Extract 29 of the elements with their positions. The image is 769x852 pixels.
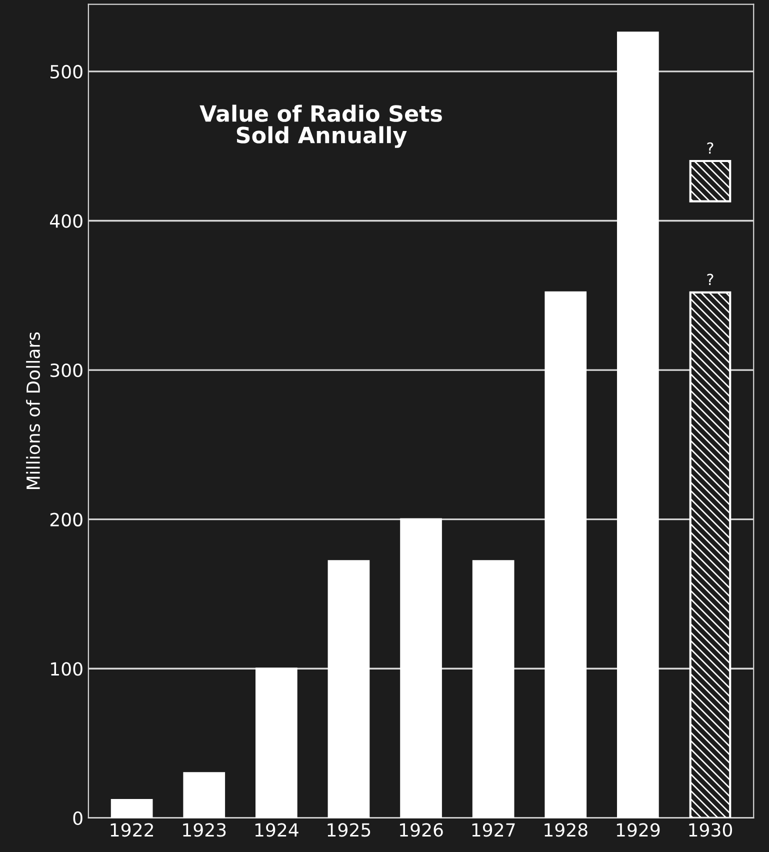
x-tick-label: 1930	[689, 823, 732, 837]
x-tick-label: 1927	[472, 823, 515, 837]
annotation: ?	[707, 274, 714, 286]
bar	[689, 160, 732, 202]
x-tick-label: 1922	[110, 823, 153, 837]
bar	[400, 518, 442, 818]
y-tick-label: 200	[50, 512, 82, 526]
y-tick-label: 100	[51, 662, 82, 676]
bar	[110, 798, 153, 818]
bar	[255, 668, 298, 818]
bar	[472, 560, 514, 818]
x-tick-label: 1929	[616, 823, 660, 837]
y-tick-label: 300	[50, 363, 82, 378]
bar	[689, 291, 732, 818]
x-tick-label: 1923	[183, 823, 226, 837]
x-tick-label: 1925	[328, 823, 370, 837]
y-axis-title: Millions of Dollars	[26, 332, 40, 489]
bar	[183, 772, 226, 818]
y-tick-label: 500	[50, 64, 82, 79]
x-tick-label: 1928	[544, 823, 588, 837]
text: Value of Radio Sets Sold Annually	[200, 104, 442, 148]
y-tick-label: 400	[50, 214, 82, 228]
bar	[328, 560, 370, 818]
annotation: ?	[707, 142, 714, 154]
y-tick-label: 0	[73, 811, 82, 826]
bar	[544, 291, 587, 818]
x-tick-label: 1926	[400, 823, 443, 837]
x-tick-label: 1924	[255, 823, 298, 837]
bar	[617, 32, 659, 818]
